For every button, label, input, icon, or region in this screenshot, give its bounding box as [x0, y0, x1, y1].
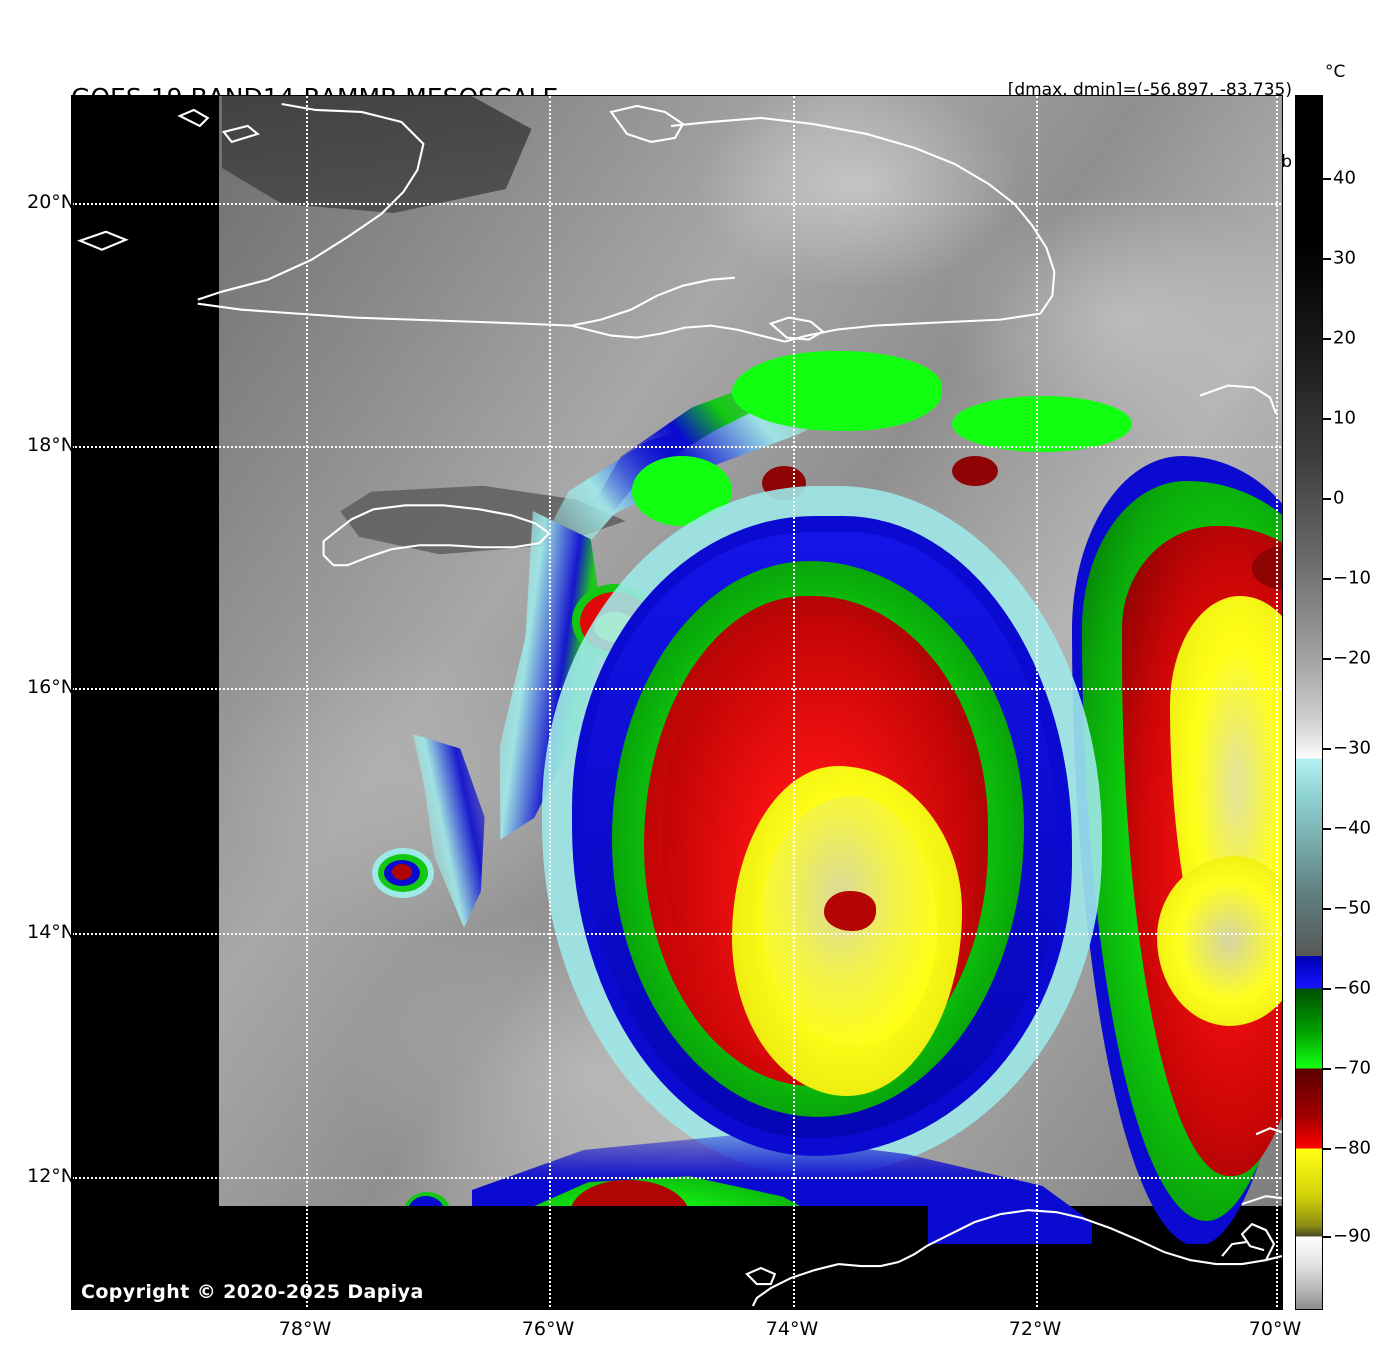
copyright-label: Copyright © 2020-2025 Dapiya	[81, 1281, 424, 1303]
x-tick-label-72W: 72°W	[1008, 1318, 1062, 1340]
colorbar-tick-10	[1323, 418, 1331, 420]
colorbar-label-neg70: −70	[1333, 1057, 1371, 1079]
y-tick-label-18N: 18°N	[27, 434, 75, 456]
x-tick-label-70W: 70°W	[1248, 1318, 1302, 1340]
colorbar-label-neg80: −80	[1333, 1137, 1371, 1159]
colorbar-tick-neg80	[1323, 1148, 1331, 1150]
west-cell-red	[392, 864, 412, 880]
y-tick-label-12N: 12°N	[27, 1165, 75, 1187]
colorbar-tick-neg70	[1323, 1068, 1331, 1070]
colorbar-label-neg50: −50	[1333, 897, 1371, 919]
colorbar-label-neg60: −60	[1333, 977, 1371, 999]
colorbar-label-30: 30	[1333, 247, 1356, 269]
colorbar-tick-neg50	[1323, 908, 1331, 910]
colorbar-unit-label: °C	[1325, 62, 1346, 82]
y-tick-label-20N: 20°N	[27, 191, 75, 213]
satellite-raster	[72, 96, 1282, 1309]
colorbar-label-neg40: −40	[1333, 817, 1371, 839]
east-mass-yellow-core-2	[1157, 856, 1282, 1026]
no-data-region-left	[72, 96, 219, 1309]
colorbar-label-0: 0	[1333, 487, 1345, 509]
north-hispaniola-green-patch-2	[952, 396, 1132, 452]
colorbar-label-neg30: −30	[1333, 737, 1371, 759]
colorbar-label-neg10: −10	[1333, 567, 1371, 589]
y-tick-label-14N: 14°N	[27, 921, 75, 943]
colorbar-tick-40	[1323, 178, 1331, 180]
colorbar-tick-neg60	[1323, 988, 1331, 990]
colorbar-label-neg90: −90	[1333, 1225, 1371, 1247]
colorbar	[1295, 95, 1323, 1310]
colorbar-tick-neg10	[1323, 578, 1331, 580]
colorbar-tick-0	[1323, 498, 1331, 500]
colorbar-label-40: 40	[1333, 167, 1356, 189]
y-tick-label-16N: 16°N	[27, 676, 75, 698]
satellite-image-plot	[71, 95, 1283, 1310]
storm-center-feature	[824, 891, 876, 931]
colorbar-tick-30	[1323, 258, 1331, 260]
x-tick-label-74W: 74°W	[765, 1318, 819, 1340]
colorbar-tick-neg40	[1323, 828, 1331, 830]
colorbar-label-10: 10	[1333, 407, 1356, 429]
no-data-region-bottom-right	[928, 1244, 1282, 1309]
colorbar-label-neg20: −20	[1333, 647, 1371, 669]
colorbar-gradient	[1296, 96, 1322, 1309]
colorbar-tick-neg30	[1323, 748, 1331, 750]
north-hispaniola-green-patch	[732, 351, 942, 431]
x-tick-label-76W: 76°W	[521, 1318, 575, 1340]
colorbar-tick-20	[1323, 338, 1331, 340]
colorbar-label-20: 20	[1333, 327, 1356, 349]
x-tick-label-78W: 78°W	[278, 1318, 332, 1340]
colorbar-tick-neg90	[1323, 1236, 1331, 1238]
colorbar-tick-neg20	[1323, 658, 1331, 660]
north-red-cell-2	[952, 456, 998, 486]
